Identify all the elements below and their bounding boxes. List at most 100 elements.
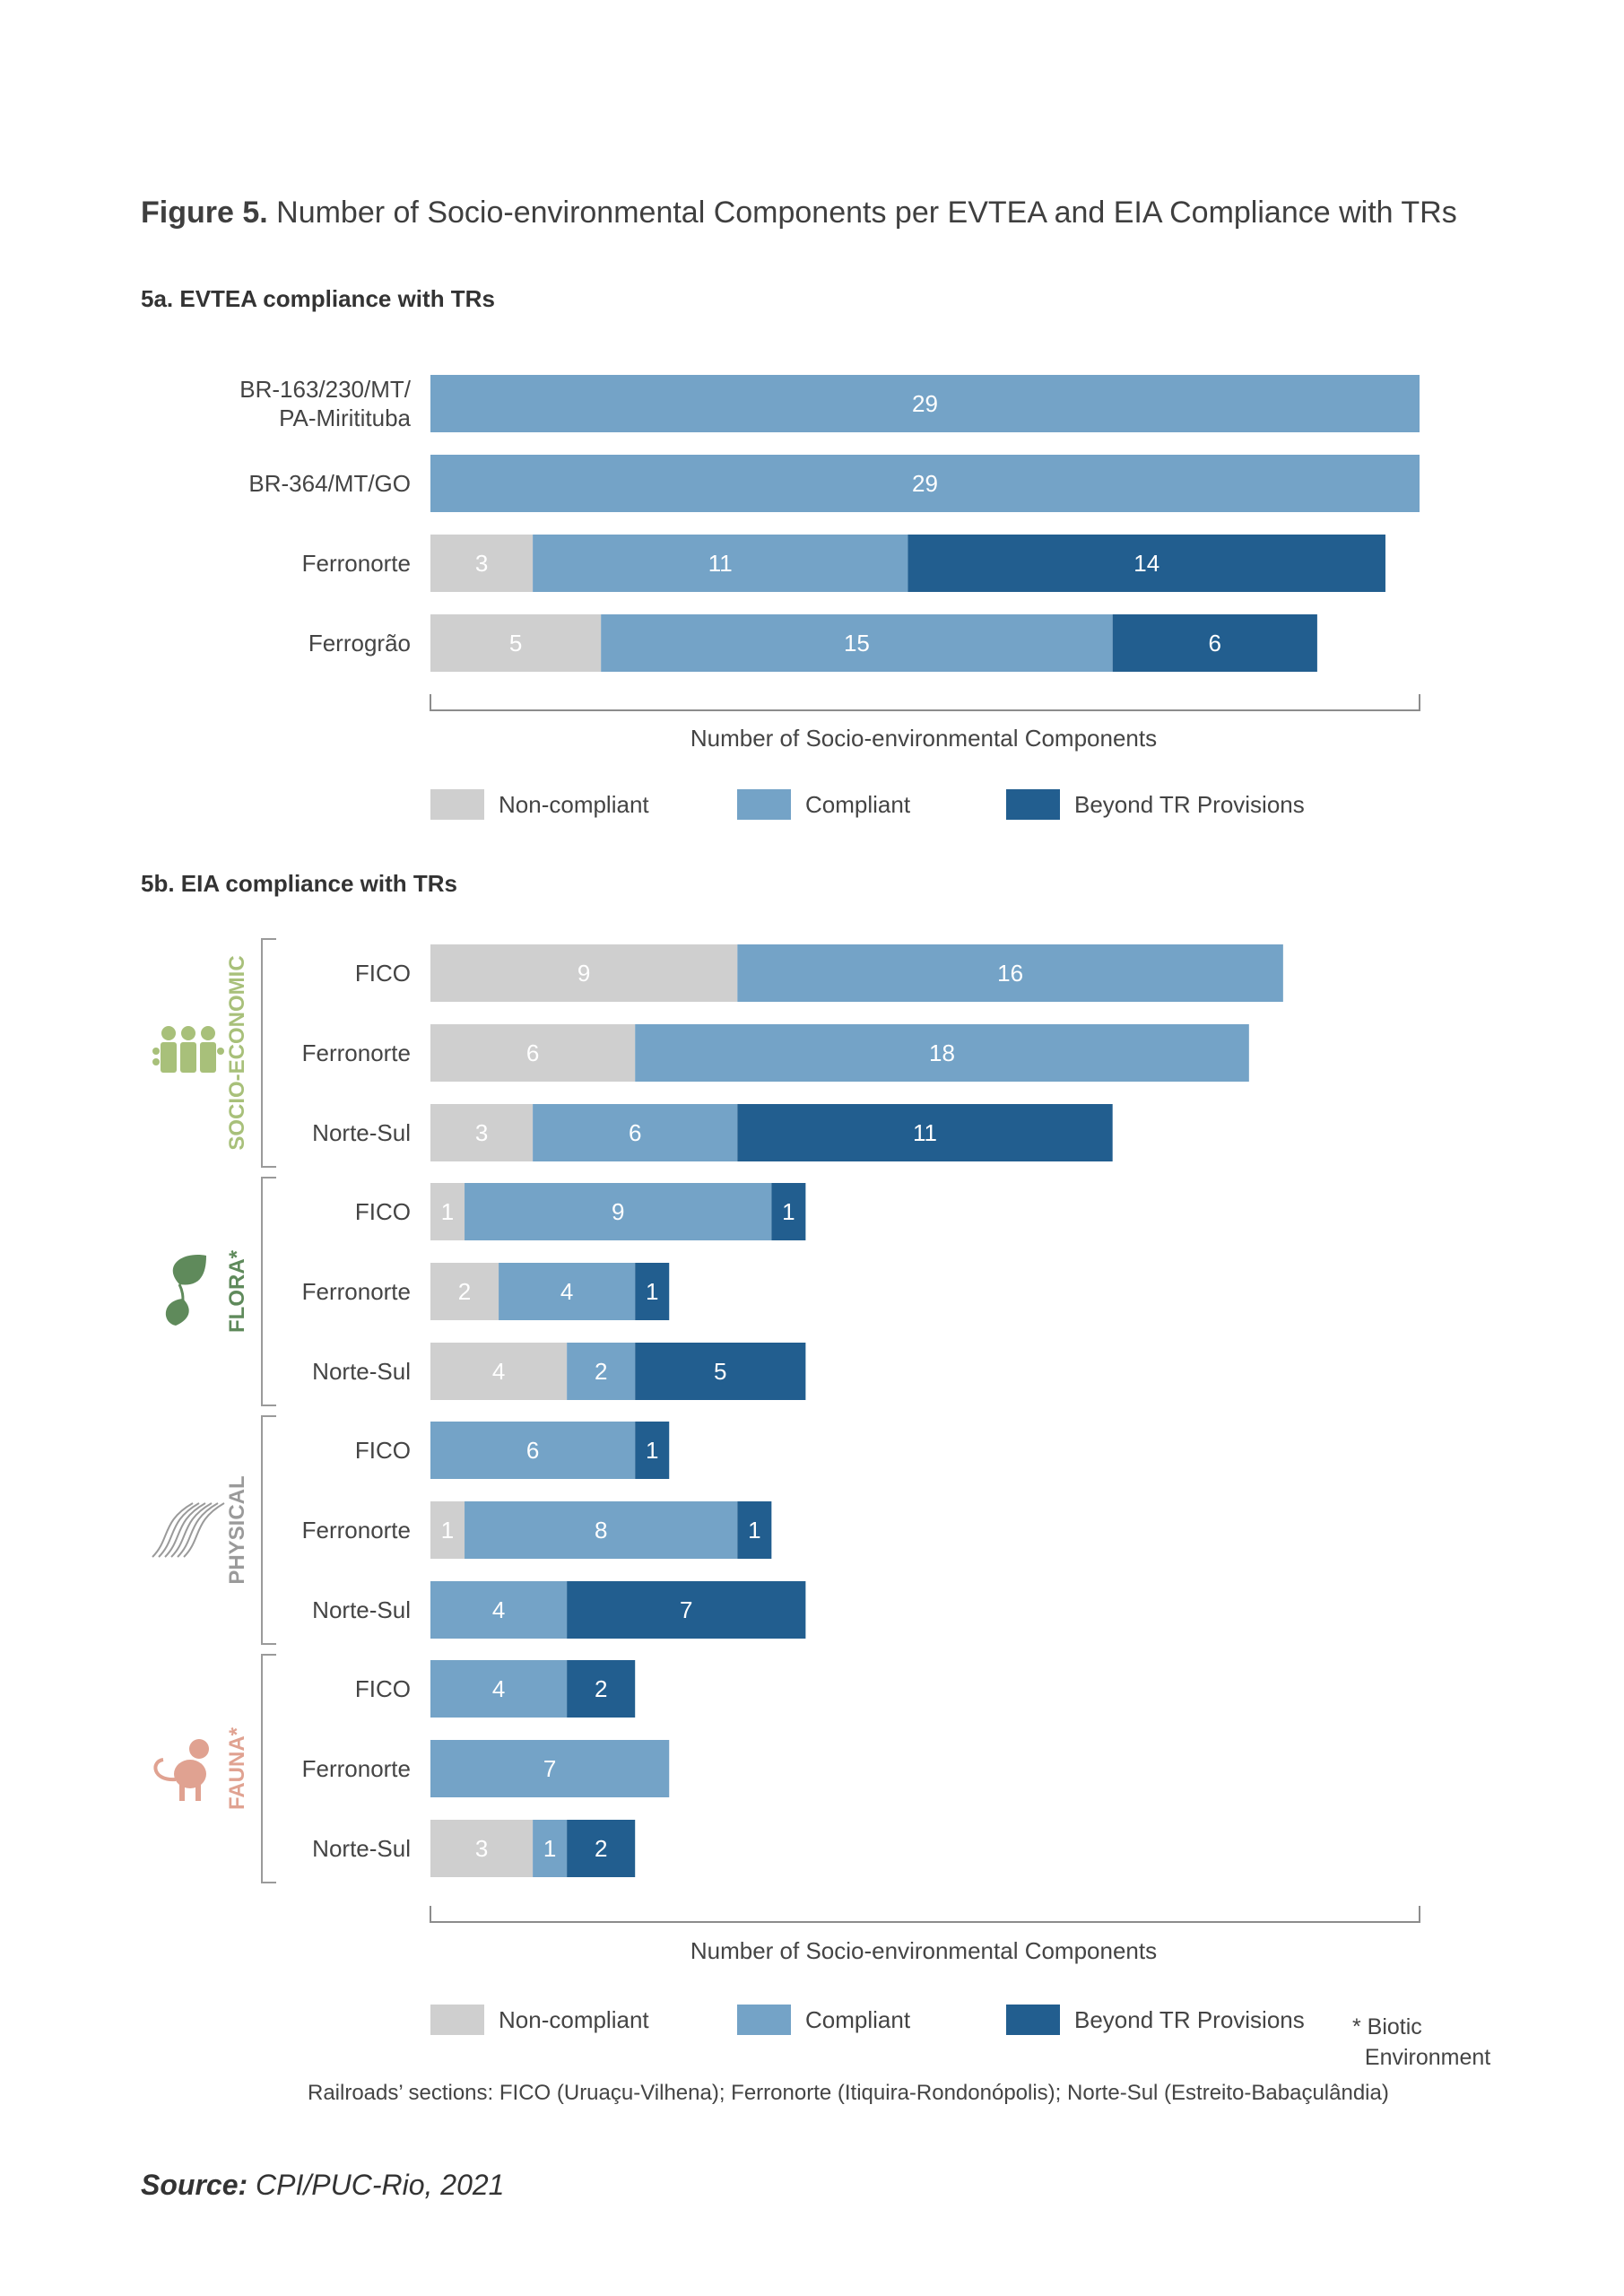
evtea-category-2-label: Ferronorte — [302, 550, 411, 577]
legend-label: Non-compliant — [499, 790, 649, 818]
eia-0-row-1-c-bar — [635, 1024, 1249, 1082]
figure-number: Figure 5. — [141, 196, 268, 230]
people-icon — [152, 1026, 224, 1073]
eia-0-row-1-nc-bar — [430, 1024, 636, 1082]
eia-2-row-0-c-bar — [430, 1422, 636, 1479]
source-text: CPI/PUC-Rio, 2021 — [248, 2169, 505, 2201]
eia-3-row-2-b-bar — [567, 1820, 636, 1877]
legend-label: Non-compliant — [499, 2005, 649, 2033]
eia-2-row-1-b-value: 1 — [748, 1517, 760, 1544]
legend-label: Beyond TR Provisions — [1074, 2005, 1305, 2033]
eia-0-row-2-nc-value: 3 — [475, 1119, 488, 1146]
evtea-row-2-b-value: 14 — [1133, 550, 1159, 577]
x-axis-bracket — [430, 694, 1420, 711]
evtea-row-2-b-bar — [908, 535, 1385, 592]
eia-2-category-1-label: Ferronorte — [302, 1517, 411, 1544]
eia-1-row-2-nc-value: 4 — [492, 1358, 505, 1385]
evtea-row-3-nc-bar — [430, 614, 602, 672]
eia-1-row-0-b-value: 1 — [782, 1198, 795, 1225]
eia-0-row-1-nc-value: 6 — [526, 1039, 539, 1066]
eia-0-row-0-c-value: 16 — [997, 960, 1023, 987]
evtea-category-3-label: Ferrogrão — [308, 630, 411, 657]
eia-0-row-0-nc-bar — [430, 944, 738, 1002]
eia-1-row-1-b-bar — [635, 1263, 670, 1320]
evtea-row-3-c-value: 15 — [844, 630, 870, 657]
legend-5b-non-compliant: Non-compliant — [430, 2005, 649, 2035]
evtea-row-0-c-bar — [430, 375, 1420, 432]
eia-1-row-1-c-value: 4 — [560, 1278, 573, 1305]
eia-0-row-2-b-bar — [737, 1104, 1113, 1161]
monkey-icon — [153, 1739, 209, 1801]
eia-3-row-0-b-bar — [567, 1660, 636, 1718]
eia-3-row-2-b-value: 2 — [595, 1835, 607, 1862]
legend-5b-beyond: Beyond TR Provisions — [1006, 2005, 1305, 2035]
figure-title: Figure 5. Number of Socio-environmental … — [141, 196, 1457, 230]
eia-2-row-1-c-value: 8 — [595, 1517, 607, 1544]
eia-2-row-0-b-bar — [635, 1422, 670, 1479]
eia-1-row-2-c-value: 2 — [595, 1358, 607, 1385]
eia-1-category-2-label: Norte-Sul — [312, 1358, 411, 1385]
eia-1-row-2-b-value: 5 — [714, 1358, 726, 1385]
eia-0-row-1-c-value: 18 — [929, 1039, 955, 1066]
chart-5a-xlabel: Number of Socio-environmental Components — [690, 725, 1158, 752]
chart-5b-title: 5b. EIA compliance with TRs — [141, 870, 457, 897]
group-label-2: PHYSICAL — [225, 1475, 249, 1584]
eia-1-row-2-nc-bar — [430, 1343, 568, 1400]
eia-2-category-0-label: FICO — [355, 1437, 411, 1464]
legend-label: Compliant — [805, 2005, 911, 2033]
evtea-category-0-label: PA-Miritituba — [279, 404, 411, 431]
eia-1-row-0-nc-bar — [430, 1183, 465, 1240]
eia-2-category-2-label: Norte-Sul — [312, 1596, 411, 1623]
eia-0-row-2-c-value: 6 — [629, 1119, 641, 1146]
eia-2-row-1-b-bar — [737, 1501, 772, 1559]
eia-2-row-2-c-value: 4 — [492, 1596, 505, 1623]
eia-3-category-2-label: Norte-Sul — [312, 1835, 411, 1862]
eia-0-row-2-nc-bar — [430, 1104, 534, 1161]
eia-1-row-1-nc-bar — [430, 1263, 499, 1320]
eia-0-row-0-c-bar — [737, 944, 1283, 1002]
chart-5a: 29 BR-163/230/MT/PA-Miritituba 29 BR-364/MT… — [239, 375, 1420, 711]
eia-2-row-2-b-bar — [567, 1581, 806, 1639]
eia-1-row-2-c-bar — [567, 1343, 636, 1400]
eia-1-category-0-label: FICO — [355, 1198, 411, 1225]
eia-1-row-1-c-bar — [499, 1263, 636, 1320]
leaf-icon — [165, 1255, 206, 1326]
eia-3-row-2-c-bar — [533, 1820, 568, 1877]
legend-label: Compliant — [805, 790, 911, 818]
group-label-3: FAUNA* — [225, 1726, 249, 1810]
eia-3-row-1-c-value: 7 — [543, 1755, 556, 1782]
eia-2-row-2-c-bar — [430, 1581, 568, 1639]
eia-0-category-0-label: FICO — [355, 960, 411, 987]
legend-swatch — [430, 789, 484, 820]
legend-swatch — [430, 2005, 484, 2035]
eia-1-row-2-b-bar — [635, 1343, 806, 1400]
eia-3-category-1-label: Ferronorte — [302, 1755, 411, 1782]
group-label-0: SOCIO-ECONOMIC — [225, 955, 249, 1150]
eia-0-category-1-label: Ferronorte — [302, 1039, 411, 1066]
evtea-row-2-c-bar — [533, 535, 908, 592]
group-bracket — [261, 1654, 276, 1883]
eia-0-category-2-label: Norte-Sul — [312, 1119, 411, 1146]
legend-swatch — [737, 789, 791, 820]
evtea-row-2-nc-value: 3 — [475, 550, 488, 577]
legend-swatch — [737, 2005, 791, 2035]
group-bracket — [261, 1177, 276, 1406]
eia-2-row-1-c-bar — [465, 1501, 738, 1559]
legend-5a-compliant: Compliant — [737, 789, 910, 820]
eia-3-row-0-b-value: 2 — [595, 1675, 607, 1702]
evtea-category-1-label: BR-364/MT/GO — [248, 470, 411, 497]
evtea-row-2-c-value: 11 — [708, 550, 733, 577]
eia-0-row-2-c-bar — [533, 1104, 738, 1161]
eia-1-row-0-b-bar — [771, 1183, 806, 1240]
eia-3-row-2-c-value: 1 — [543, 1835, 556, 1862]
eia-2-row-0-c-value: 6 — [526, 1437, 539, 1464]
legend-swatch — [1006, 789, 1060, 820]
eia-3-category-0-label: FICO — [355, 1675, 411, 1702]
biotic-note: * Biotic Environment — [1352, 2014, 1491, 2070]
group-bracket — [261, 1415, 276, 1645]
figure-caption: Number of Socio-environmental Components… — [267, 196, 1457, 230]
eia-0-row-2-b-value: 11 — [913, 1119, 937, 1146]
legend-5a-beyond: Beyond TR Provisions — [1006, 789, 1305, 820]
evtea-row-3-nc-value: 5 — [509, 630, 522, 657]
